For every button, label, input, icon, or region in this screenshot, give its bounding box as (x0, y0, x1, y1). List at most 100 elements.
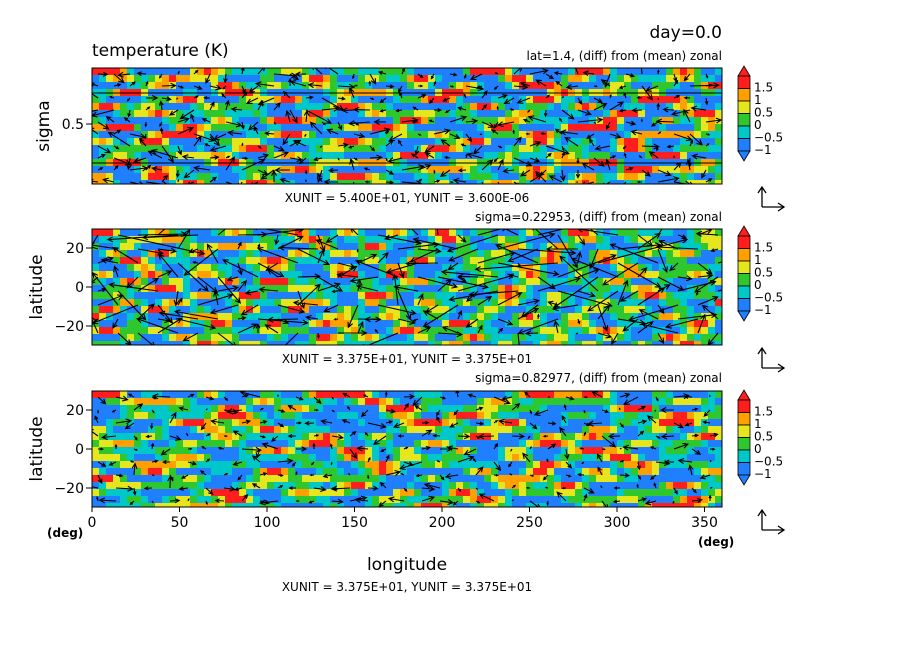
heatmap-cell (344, 243, 352, 251)
heatmap-cell (694, 299, 702, 307)
heatmap-cell (113, 138, 121, 146)
heatmap-cell (239, 299, 247, 307)
heatmap-cell (484, 271, 492, 279)
heatmap-cell (645, 271, 653, 279)
heatmap-cell (148, 75, 156, 83)
heatmap-cell (638, 426, 646, 434)
heatmap-cell (582, 236, 590, 244)
heatmap-cell (204, 426, 212, 434)
heatmap-cell (232, 173, 240, 181)
heatmap-cell (540, 145, 548, 153)
heatmap-cell (498, 475, 506, 483)
heatmap-cell (456, 180, 464, 184)
heatmap-cell (99, 412, 107, 420)
wind-vector (357, 253, 378, 264)
heatmap-cell (547, 138, 555, 146)
heatmap-cell (155, 68, 163, 76)
heatmap-cell (659, 468, 667, 476)
wind-vector (557, 254, 617, 278)
heatmap-cell (666, 461, 674, 469)
heatmap-cell (267, 313, 275, 321)
heatmap-cell (99, 82, 107, 90)
heatmap-cell (589, 82, 597, 90)
heatmap-cell (617, 320, 625, 328)
heatmap-cell (134, 313, 142, 321)
heatmap-cell (421, 398, 429, 406)
wind-vector (600, 79, 611, 87)
heatmap-cell (463, 398, 471, 406)
heatmap-cell (673, 341, 681, 345)
heatmap-cell (99, 96, 107, 104)
heatmap-cell (169, 124, 177, 132)
heatmap-cell (120, 82, 128, 90)
heatmap-cell (463, 475, 471, 483)
heatmap-cell (365, 320, 373, 328)
heatmap-cell (253, 447, 261, 455)
heatmap-cell (302, 433, 310, 441)
heatmap-cell (365, 475, 373, 483)
heatmap-cell (596, 447, 604, 455)
wind-vector (181, 154, 195, 161)
heatmap-cell (246, 313, 254, 321)
heatmap-cell (218, 391, 226, 399)
heatmap-cell (281, 313, 289, 321)
heatmap-cell (638, 482, 646, 490)
heatmap-cell (582, 320, 590, 328)
heatmap-cell (708, 306, 716, 314)
heatmap-cell (596, 440, 604, 448)
heatmap-cell (428, 68, 436, 76)
heatmap-cell (498, 341, 506, 345)
heatmap-cell (351, 475, 359, 483)
heatmap-cell (162, 257, 170, 265)
heatmap-cell (337, 173, 345, 181)
wind-vector (387, 157, 403, 164)
heatmap-cell (344, 398, 352, 406)
heatmap-cell (582, 110, 590, 118)
wind-vector (473, 145, 483, 155)
heatmap-cell (701, 250, 709, 258)
heatmap-cell (463, 96, 471, 104)
heatmap-cell (708, 419, 716, 427)
heatmap-cell (309, 96, 317, 104)
heatmap-cell (120, 440, 128, 448)
heatmap-cell (505, 285, 513, 293)
heatmap-cell (687, 440, 695, 448)
heatmap-cell (526, 468, 534, 476)
heatmap-cell (449, 173, 457, 181)
heatmap-cell (365, 264, 373, 272)
heatmap-cell (512, 320, 520, 328)
heatmap-cell (351, 271, 359, 279)
heatmap-cell (456, 124, 464, 132)
heatmap-cell (274, 173, 282, 181)
heatmap-cell (456, 117, 464, 125)
heatmap-cell (680, 391, 688, 399)
heatmap-cell (337, 334, 345, 342)
heatmap-cell (204, 306, 212, 314)
heatmap-cell (281, 285, 289, 293)
heatmap-cell (246, 398, 254, 406)
heatmap-cell (498, 173, 506, 181)
heatmap-cell (568, 278, 576, 286)
wind-vector (559, 129, 579, 136)
heatmap-cell (239, 433, 247, 441)
heatmap-cell (134, 334, 142, 342)
heatmap-cell (337, 229, 345, 237)
wind-vector (369, 97, 375, 100)
heatmap-cell (197, 152, 205, 160)
heatmap-cell (400, 454, 408, 462)
heatmap-cell (358, 440, 366, 448)
heatmap-cell (414, 306, 422, 314)
heatmap-cell (379, 299, 387, 307)
heatmap-cell (540, 327, 548, 335)
heatmap-cell (393, 433, 401, 441)
heatmap-cell (645, 96, 653, 104)
heatmap-cell (687, 166, 695, 174)
heatmap-cell (358, 264, 366, 272)
heatmap-cell (274, 327, 282, 335)
heatmap-cell (393, 454, 401, 462)
wind-vector (151, 166, 163, 172)
heatmap-cell (561, 461, 569, 469)
heatmap-cell (610, 313, 618, 321)
heatmap-cell (673, 236, 681, 244)
heatmap-cell (554, 229, 562, 237)
